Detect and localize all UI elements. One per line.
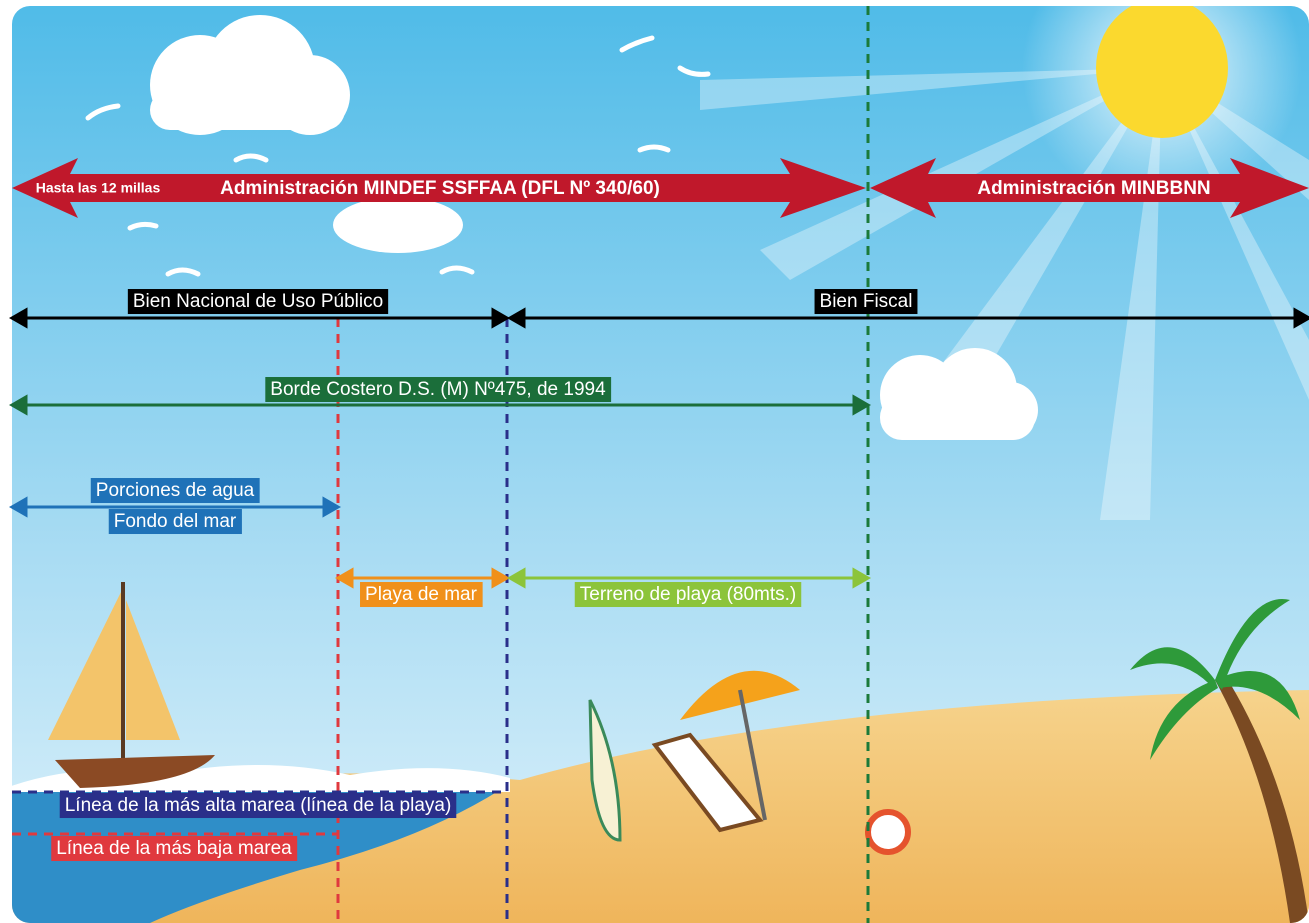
property-left-label: Bien Nacional de Uso Público [133,291,383,312]
scenery [0,0,1309,923]
beach-land-label: Terreno de playa (80mts.) [580,584,797,605]
admin-note: Hasta las 12 millas [36,180,161,196]
sea-beach-label: Playa de mar [365,584,478,605]
high-tide-label: Línea de la más alta marea (línea de la … [65,795,452,816]
beach-diagram: Hasta las 12 millas Administración MINDE… [0,0,1309,923]
water-label: Porciones de agua [96,480,255,501]
admin-left-label: Administración MINDEF SSFFAA (DFL Nº 340… [220,178,660,199]
seabed-label: Fondo del mar [114,511,237,532]
admin-right-label: Administración MINBBNN [977,178,1210,199]
property-right-label: Bien Fiscal [820,291,913,312]
low-tide-label: Línea de la más baja marea [56,838,292,859]
coastal-label: Borde Costero D.S. (M) Nº475, de 1994 [270,379,606,400]
sun [1096,0,1228,138]
